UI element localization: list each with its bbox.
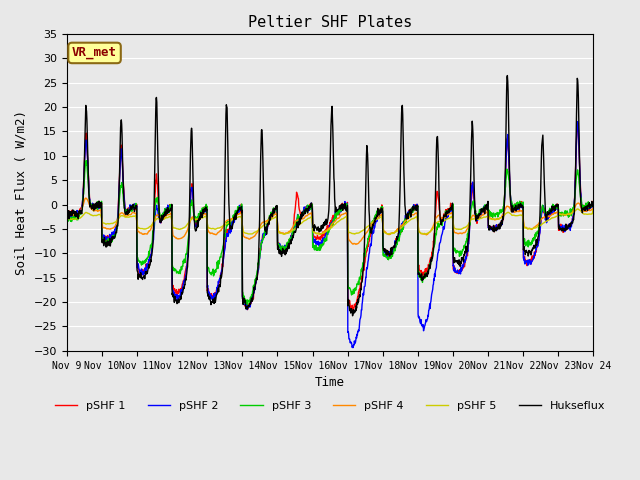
pSHF 4 [527, 226, 535, 232]
pSHF 2 [349, 345, 356, 350]
Line: pSHF 4: pSHF 4 [67, 198, 593, 244]
Hukseflux [167, 206, 175, 212]
Line: Hukseflux: Hukseflux [67, 75, 593, 316]
pSHF 3 [527, 241, 535, 247]
pSHF 3 [244, 301, 252, 307]
Line: pSHF 5: pSHF 5 [67, 209, 593, 234]
pSHF 1 [527, 261, 535, 267]
pSHF 1 [63, 213, 70, 219]
pSHF 1 [481, 207, 488, 213]
pSHF 3 [83, 158, 90, 164]
pSHF 3 [180, 256, 188, 262]
pSHF 2 [481, 204, 488, 210]
pSHF 4 [481, 211, 489, 216]
Hukseflux [349, 313, 356, 319]
pSHF 2 [63, 208, 70, 214]
Hukseflux [504, 72, 511, 78]
pSHF 3 [239, 292, 247, 298]
pSHF 5 [574, 206, 582, 212]
pSHF 5 [481, 214, 488, 220]
pSHF 4 [589, 205, 597, 211]
pSHF 1 [574, 120, 582, 126]
pSHF 2 [412, 204, 420, 209]
pSHF 5 [180, 225, 188, 231]
Line: pSHF 3: pSHF 3 [67, 161, 593, 304]
pSHF 2 [180, 278, 188, 284]
pSHF 1 [239, 293, 246, 299]
pSHF 1 [589, 204, 597, 209]
Title: Peltier SHF Plates: Peltier SHF Plates [248, 15, 412, 30]
pSHF 5 [167, 214, 175, 219]
pSHF 4 [82, 195, 90, 201]
pSHF 1 [180, 277, 188, 283]
pSHF 3 [589, 202, 597, 208]
pSHF 4 [412, 210, 420, 216]
Hukseflux [589, 203, 597, 209]
pSHF 5 [527, 226, 535, 232]
pSHF 5 [239, 226, 246, 232]
pSHF 1 [167, 205, 175, 211]
Hukseflux [239, 296, 246, 301]
pSHF 4 [168, 214, 175, 220]
pSHF 2 [527, 260, 535, 266]
pSHF 2 [574, 119, 582, 124]
pSHF 4 [239, 233, 247, 239]
pSHF 2 [589, 202, 597, 208]
Hukseflux [63, 213, 70, 218]
pSHF 5 [412, 214, 420, 220]
pSHF 3 [168, 204, 175, 209]
Hukseflux [481, 211, 488, 216]
pSHF 2 [239, 293, 246, 299]
Hukseflux [412, 204, 420, 209]
pSHF 4 [63, 211, 70, 217]
pSHF 3 [412, 204, 420, 210]
pSHF 4 [180, 233, 188, 239]
Line: pSHF 1: pSHF 1 [67, 123, 593, 311]
pSHF 5 [589, 207, 597, 213]
pSHF 2 [167, 204, 175, 210]
pSHF 1 [412, 204, 420, 210]
Hukseflux [180, 286, 188, 291]
Hukseflux [527, 250, 535, 255]
Text: VR_met: VR_met [72, 47, 117, 60]
pSHF 4 [352, 241, 360, 247]
Line: pSHF 2: pSHF 2 [67, 121, 593, 348]
X-axis label: Time: Time [315, 376, 345, 389]
pSHF 5 [280, 231, 288, 237]
pSHF 1 [349, 308, 357, 313]
pSHF 5 [63, 216, 70, 222]
Legend: pSHF 1, pSHF 2, pSHF 3, pSHF 4, pSHF 5, Hukseflux: pSHF 1, pSHF 2, pSHF 3, pSHF 4, pSHF 5, … [51, 396, 610, 415]
Y-axis label: Soil Heat Flux ( W/m2): Soil Heat Flux ( W/m2) [15, 110, 28, 275]
pSHF 3 [63, 217, 70, 223]
pSHF 3 [481, 202, 489, 207]
